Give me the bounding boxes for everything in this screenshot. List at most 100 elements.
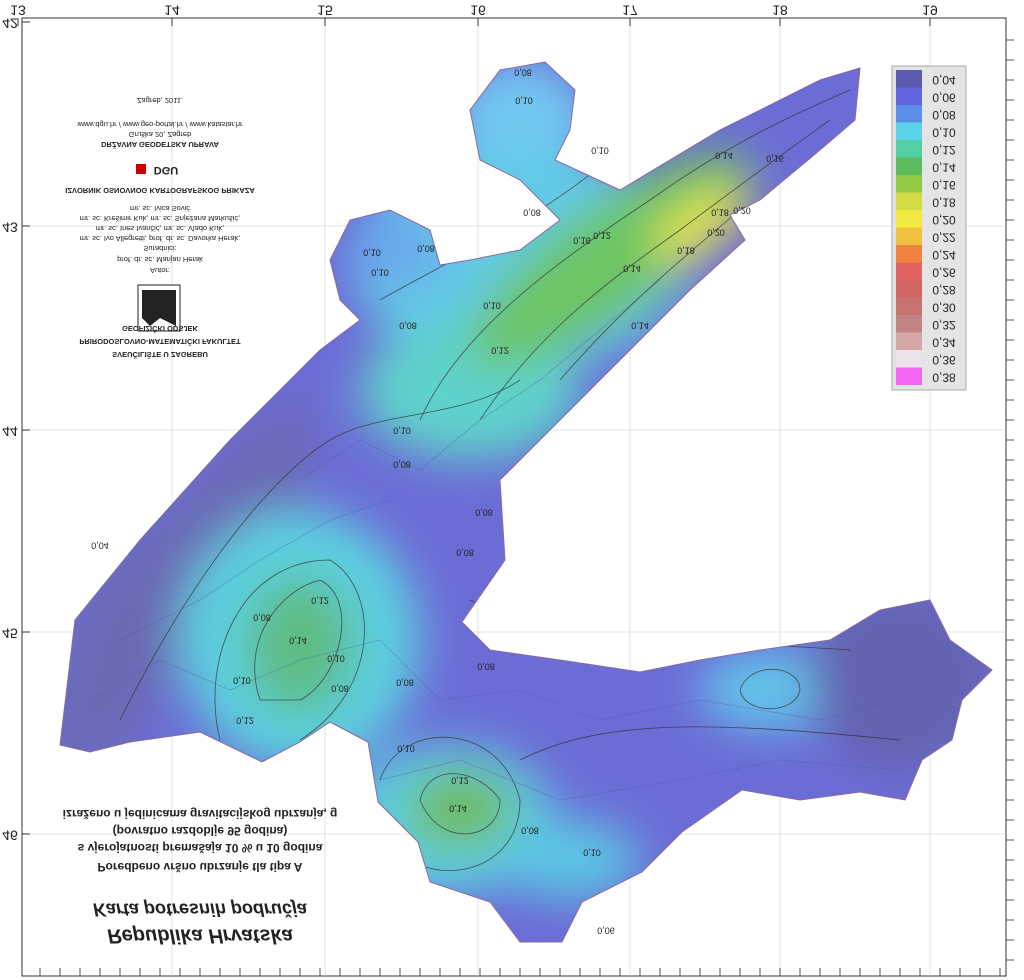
- longitude-label: 14: [164, 2, 180, 18]
- contour-label: 0,16: [573, 236, 591, 246]
- contour-label: 0,08: [331, 684, 349, 694]
- legend-label: 0,14: [932, 160, 956, 174]
- longitude-label: 19: [922, 2, 938, 18]
- contour-label: 0,18: [677, 246, 695, 256]
- credit-line: DRŽAVNA GEODETSKA UPRAVA: [101, 140, 219, 149]
- contour-label: 0,18: [711, 208, 729, 218]
- legend-label: 0,34: [932, 335, 956, 349]
- contour-label: 0,10: [393, 426, 411, 436]
- credit-line: www.dgu.hr / www.geo-portal.hr / www.kat…: [76, 120, 243, 129]
- latitude-label: 45: [2, 625, 18, 641]
- credit-line: Gruška 20, Zagreb: [129, 130, 192, 139]
- latitude-label: 44: [2, 423, 18, 439]
- longitude-label: 18: [772, 2, 788, 18]
- contour-label: 0,08: [456, 548, 474, 558]
- contour-label: 0,10: [363, 248, 381, 258]
- contour-label: 0,14: [449, 804, 467, 814]
- contour-label: 0,08: [393, 460, 411, 470]
- contour-label: 0,14: [715, 151, 733, 161]
- contour-label: 0,08: [399, 321, 417, 331]
- legend-swatch: [896, 332, 922, 350]
- legend-label: 0,08: [932, 108, 956, 122]
- legend: 0,04 0,06 0,08 0,10 0,12 0,14 0,16 0,18 0,20 0,22…: [896, 70, 956, 385]
- legend-swatch: [896, 122, 922, 140]
- contour-label: 0,10: [233, 676, 251, 686]
- credit-line: GEOFIZIČKI ODSJEK: [122, 324, 198, 333]
- title-line: Karta potresnih područja: [93, 899, 307, 919]
- legend-label: 0,04: [932, 73, 956, 87]
- legend-swatch: [896, 157, 922, 175]
- contour-label: 0,10: [583, 848, 601, 858]
- contour-label: 0,08: [514, 68, 532, 78]
- legend-label: 0,36: [932, 353, 956, 367]
- latitude-label: 43: [2, 219, 18, 235]
- contour-label: 0,10: [397, 744, 415, 754]
- credit-line: Zagreb, 2011.: [137, 96, 183, 105]
- legend-swatch: [896, 280, 922, 298]
- title-line: Poredbeno vršno ubrzanje tla tipa A: [98, 860, 303, 874]
- legend-swatch: [896, 367, 922, 385]
- legend-label: 0,30: [932, 300, 956, 314]
- legend-swatch: [896, 245, 922, 263]
- legend-label: 0,28: [932, 283, 956, 297]
- title-line: izraženo u jedinicama gravitacijskog ubr…: [63, 807, 338, 821]
- credit-line: mr. sc. Ivica Sović: [130, 204, 190, 213]
- contour-label: 0,10: [327, 654, 345, 664]
- credit-line: Suradnici:: [143, 244, 176, 253]
- legend-label: 0,20: [932, 213, 956, 227]
- title-line: (povratno razdoblje 95 godina): [113, 824, 288, 838]
- credit-line: prof. dr. sc. Marijan Herak: [117, 255, 203, 264]
- legend-swatch: [896, 70, 922, 88]
- credit-line: Autor:: [150, 266, 170, 275]
- credit-line: PRIRODOSLOVNO-MATEMATIČKI FAKULTET: [79, 337, 241, 346]
- legend-swatch: [896, 262, 922, 280]
- title-line: s vjerojatnosti premašaja 10 % u 10 godi…: [78, 841, 323, 855]
- title-line: Republika Hrvatska: [107, 925, 293, 947]
- legend-swatch: [896, 297, 922, 315]
- contour-label: 0,12: [236, 716, 254, 726]
- latitude-label: 46: [2, 827, 18, 843]
- longitude-label: 17: [622, 2, 638, 18]
- map-frame: [21, 17, 1007, 977]
- legend-swatch: [896, 192, 922, 210]
- legend-swatch: [896, 175, 922, 193]
- contour-label: 0,08: [253, 613, 271, 623]
- contour-label: 0,16: [766, 154, 784, 164]
- contour-label: 0,08: [521, 826, 539, 836]
- legend-swatch: [896, 315, 922, 333]
- credit-line: mr. sc. Krešimir Kuk, mr. sc. Snježana M…: [80, 214, 240, 223]
- legend-swatch: [896, 350, 922, 368]
- legend-label: 0,06: [932, 90, 956, 104]
- legend-swatch: [896, 87, 922, 105]
- credit-line: mr. sc. Ivo Allegretti, prof. dr. sc. Da…: [80, 234, 240, 243]
- contour-label: 0,08: [417, 244, 435, 254]
- contour-label: 0,08: [396, 678, 414, 688]
- latitude-label: 42: [2, 15, 18, 31]
- legend-label: 0,16: [932, 178, 956, 192]
- contour-label: 0,10: [371, 268, 389, 278]
- legend-swatch: [896, 105, 922, 123]
- contour-label: 0,10: [515, 96, 533, 106]
- legend-label: 0,32: [932, 318, 956, 332]
- contour-label: 0,04: [91, 541, 109, 551]
- contour-label: 0,10: [591, 146, 609, 156]
- contour-label: 0,14: [289, 636, 307, 646]
- legend-label: 0,10: [932, 125, 956, 139]
- dgu-logo: [136, 164, 146, 174]
- contour-label: 0,12: [311, 596, 329, 606]
- contour-label: 0,08: [477, 662, 495, 672]
- legend-label: 0,22: [932, 230, 956, 244]
- credit-line: IZVORNIK OSNOVNOG KARTOGRAFSKOG PRIKAZA: [65, 186, 255, 195]
- legend-swatch: [896, 140, 922, 158]
- legend-swatch: [896, 210, 922, 228]
- contour-label: 0,08: [475, 508, 493, 518]
- legend-label: 0,26: [932, 265, 956, 279]
- credit-line: SVEUČILIŠTE U ZAGREBU: [112, 350, 208, 359]
- longitude-label: 13: [10, 2, 26, 18]
- credit-line: DGU: [154, 164, 179, 176]
- contour-label: 0,12: [451, 776, 469, 786]
- legend-swatch: [896, 227, 922, 245]
- legend-label: 0,18: [932, 195, 956, 209]
